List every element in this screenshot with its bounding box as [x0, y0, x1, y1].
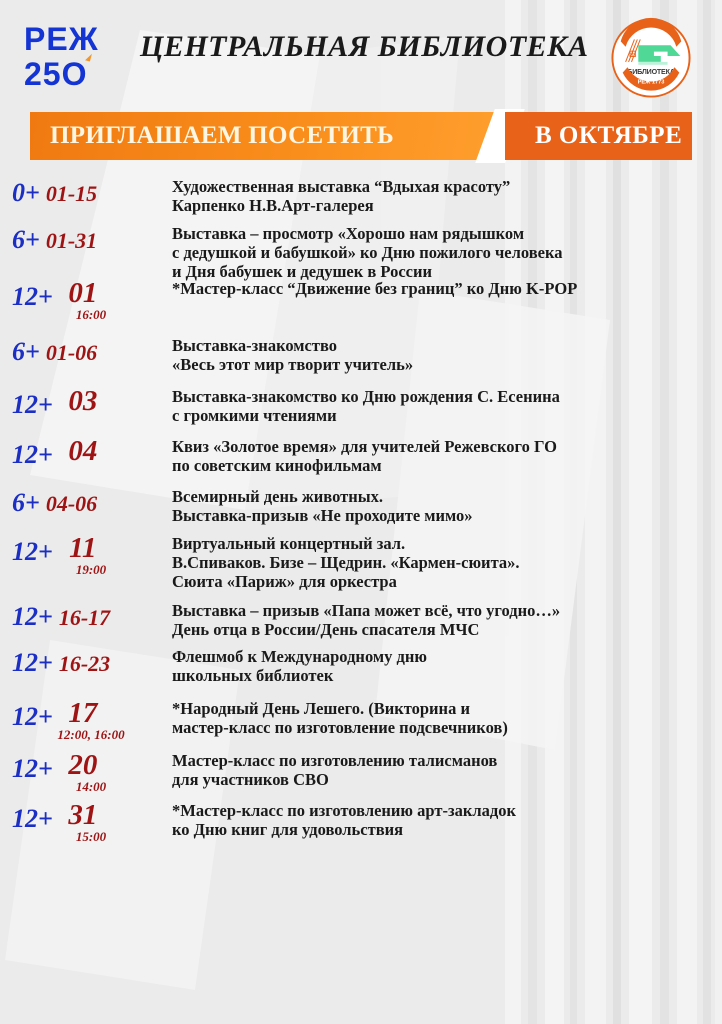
svg-text:БИБЛИОТЕКА: БИБЛИОТЕКА — [627, 68, 674, 76]
svg-text:РЕЖ 1773: РЕЖ 1773 — [638, 79, 665, 85]
